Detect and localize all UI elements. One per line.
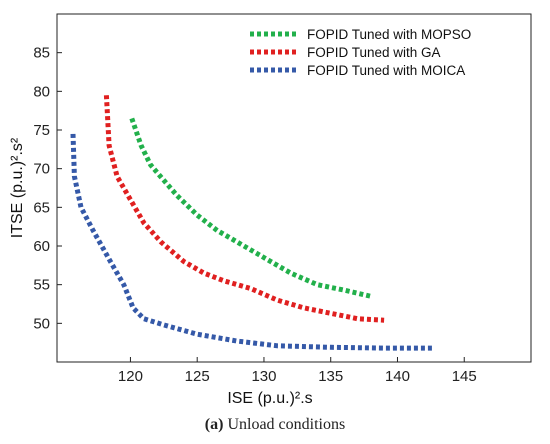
figure-caption: (a) Unload conditions (0, 416, 550, 434)
y-tick-label: 60 (33, 238, 50, 255)
y-tick-label: 85 (33, 45, 50, 62)
x-tick-label: 145 (452, 368, 477, 385)
x-tick-label: 120 (118, 368, 143, 385)
chart: 120 125 130 135 140 145 50 55 60 65 70 75 80 85 FOPI… (9, 13, 532, 407)
y-tick-label: 65 (33, 199, 50, 216)
series-line-2 (103, 95, 385, 323)
x-tick-label: 135 (318, 368, 343, 385)
legend: FOPID Tuned with MOPSO FOPID Tuned with G… (250, 27, 471, 78)
series-layer (70, 95, 433, 351)
caption-label: (a) (204, 416, 224, 433)
y-tick-label: 55 (33, 277, 50, 294)
x-tick-label: 130 (251, 368, 276, 385)
y-tick-label: 80 (33, 83, 50, 100)
x-tick-label: 140 (385, 368, 410, 385)
y-axis-ticks: 50 55 60 65 70 75 80 85 (33, 45, 62, 332)
x-tick-label: 125 (185, 368, 210, 385)
legend-label: FOPID Tuned with GA (307, 45, 441, 60)
y-tick-label: 75 (33, 122, 50, 139)
y-axis-label: ITSE (p.u.)².s² (9, 137, 26, 238)
legend-label: FOPID Tuned with MOICA (307, 63, 465, 78)
x-axis-label: ISE (p.u.)².s (227, 390, 312, 407)
y-tick-label: 70 (33, 161, 50, 178)
x-axis-ticks: 120 125 130 135 140 145 (118, 357, 477, 385)
y-tick-label: 50 (33, 315, 50, 332)
legend-label: FOPID Tuned with MOPSO (307, 27, 471, 42)
plot-frame (56, 13, 532, 363)
series-line-3 (70, 133, 433, 351)
series-line-1 (129, 117, 372, 299)
caption-text: Unload conditions (223, 416, 346, 433)
